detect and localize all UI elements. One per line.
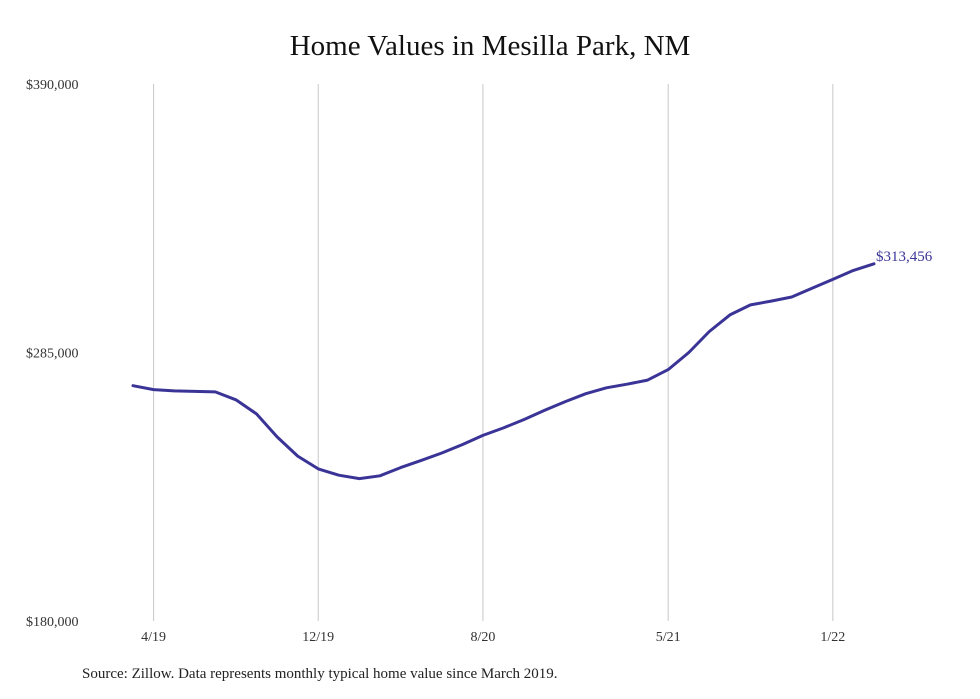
end-value-label: $313,456 — [876, 249, 933, 265]
x-tick-label: 5/21 — [656, 630, 681, 645]
series-layer: $313,456 — [131, 249, 933, 481]
y-tick-label: $390,000 — [26, 78, 79, 93]
home-value-line — [131, 262, 876, 481]
y-tick-label: $180,000 — [26, 615, 79, 630]
x-tick-label: 8/20 — [470, 630, 495, 645]
x-tick-label: 12/19 — [302, 630, 334, 645]
grid-lines — [153, 84, 834, 621]
x-tick-label: 4/19 — [141, 630, 166, 645]
y-axis-ticks: $390,000 $285,000 $180,000 — [26, 78, 79, 630]
y-tick-label: $285,000 — [26, 347, 79, 362]
x-axis-ticks: 4/19 12/19 8/20 5/21 1/22 — [141, 630, 845, 645]
source-note: Source: Zillow. Data represents monthly … — [82, 666, 558, 682]
x-tick-label: 1/22 — [820, 630, 845, 645]
chart-title: Home Values in Mesilla Park, NM — [289, 30, 691, 62]
